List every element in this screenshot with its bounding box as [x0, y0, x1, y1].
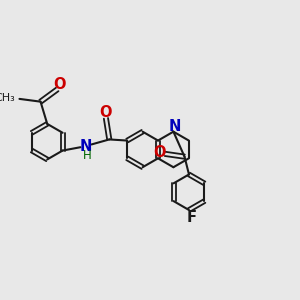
Text: CH₃: CH₃ — [0, 93, 15, 103]
Text: F: F — [187, 210, 197, 225]
Text: O: O — [153, 145, 166, 160]
Text: H: H — [83, 149, 92, 162]
Text: O: O — [100, 105, 112, 120]
Text: N: N — [80, 139, 92, 154]
Text: N: N — [168, 119, 181, 134]
Text: O: O — [53, 77, 66, 92]
